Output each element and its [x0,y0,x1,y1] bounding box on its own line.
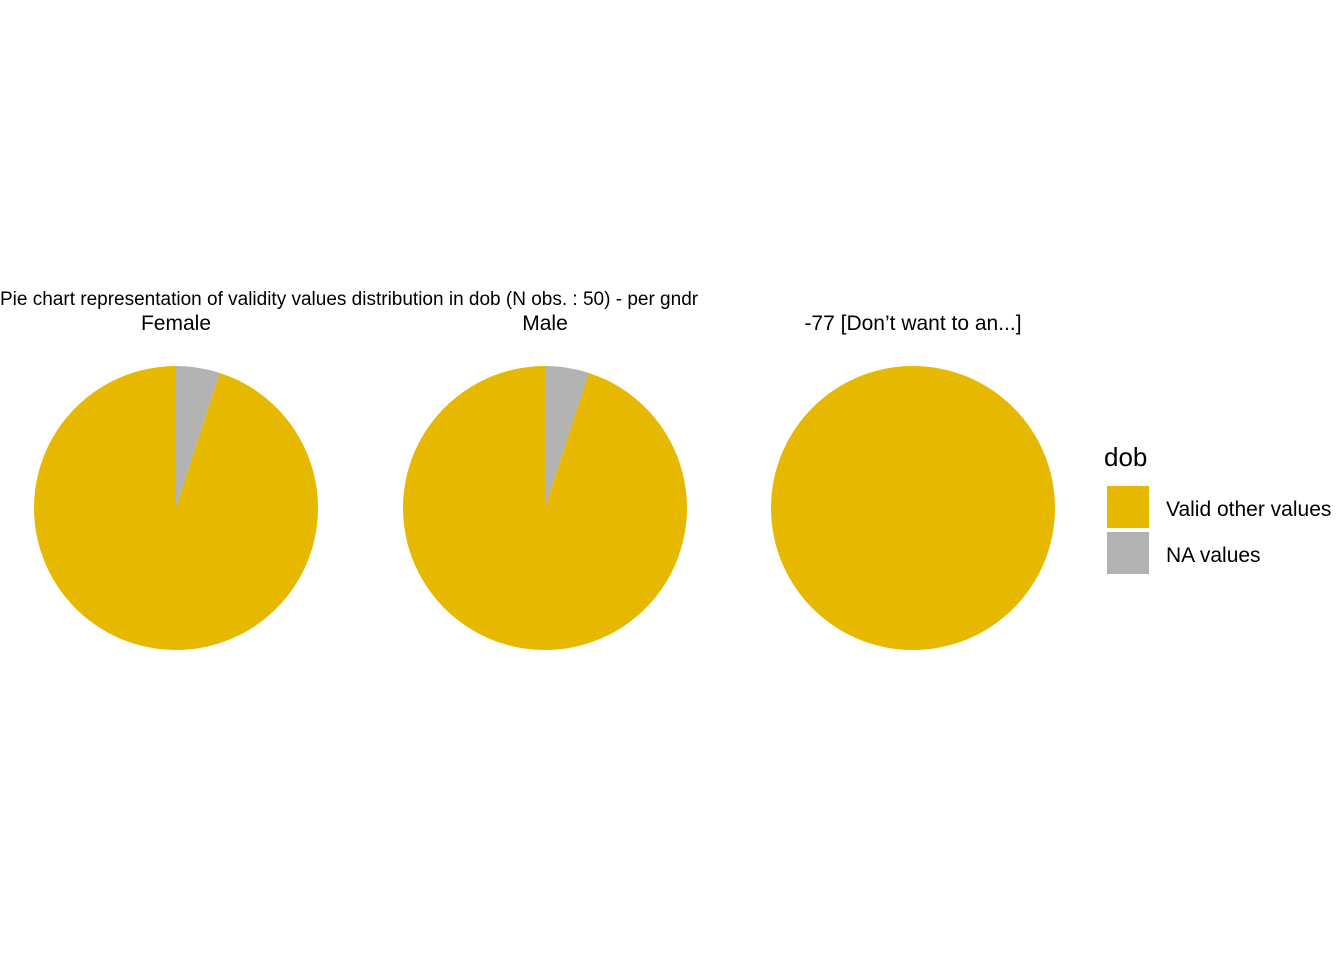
pie-slice-female-valid-other-values [33,366,318,651]
facet-label-female: Female [141,312,211,335]
legend-key-valid [1107,486,1149,528]
pie-slice-male-valid-other-values [402,366,687,651]
chart-title: Pie chart representation of validity val… [0,289,699,310]
legend-label-valid: Valid other values [1166,498,1331,521]
legend-key-na [1107,532,1149,574]
pie-dont-want-to-answer [771,366,1055,650]
pie-slice-male-na-values [545,366,589,508]
facet-female: Female [33,312,318,651]
pie-slice-female-na-values [176,366,220,508]
pie-male [402,366,687,651]
facet-label-dont-want-to-answer: -77 [Don’t want to an...] [804,312,1021,335]
legend-title: dob [1104,442,1147,472]
pie-slice-77-don-t-want-to-an-valid-other-values [771,366,1055,650]
legend-label-na: NA values [1166,544,1261,567]
facet-male: Male [402,312,687,651]
facet-label-male: Male [522,312,568,335]
facet-dont-want-to-answer: -77 [Don’t want to an...] [771,312,1055,650]
legend: dob Valid other values NA values [1104,442,1331,574]
pie-female [33,366,318,651]
